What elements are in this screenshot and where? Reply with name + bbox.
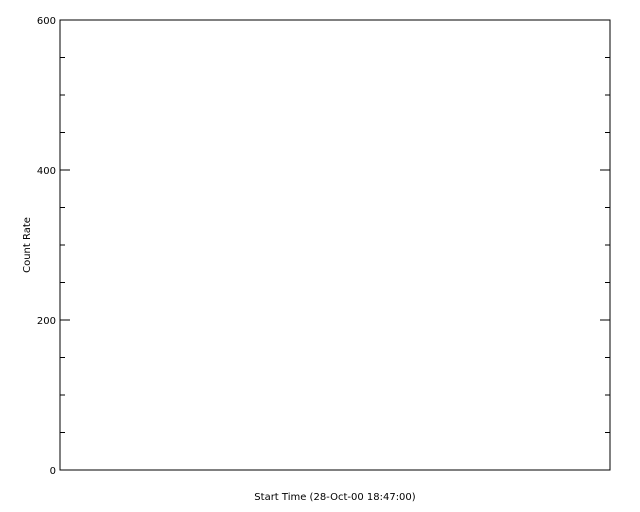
y-axis-ticks: 0 200 400 600 xyxy=(37,16,610,477)
y-tick-label: 600 xyxy=(37,16,56,27)
plot-frame xyxy=(59,19,611,471)
y-tick-label: 200 xyxy=(37,316,56,327)
x-axis-label: Start Time (28-Oct-00 18:47:00) xyxy=(254,492,415,503)
y-axis-label: Count Rate xyxy=(22,217,33,273)
y-tick-label: 0 xyxy=(50,466,56,477)
y-tick-label: 400 xyxy=(37,166,56,177)
